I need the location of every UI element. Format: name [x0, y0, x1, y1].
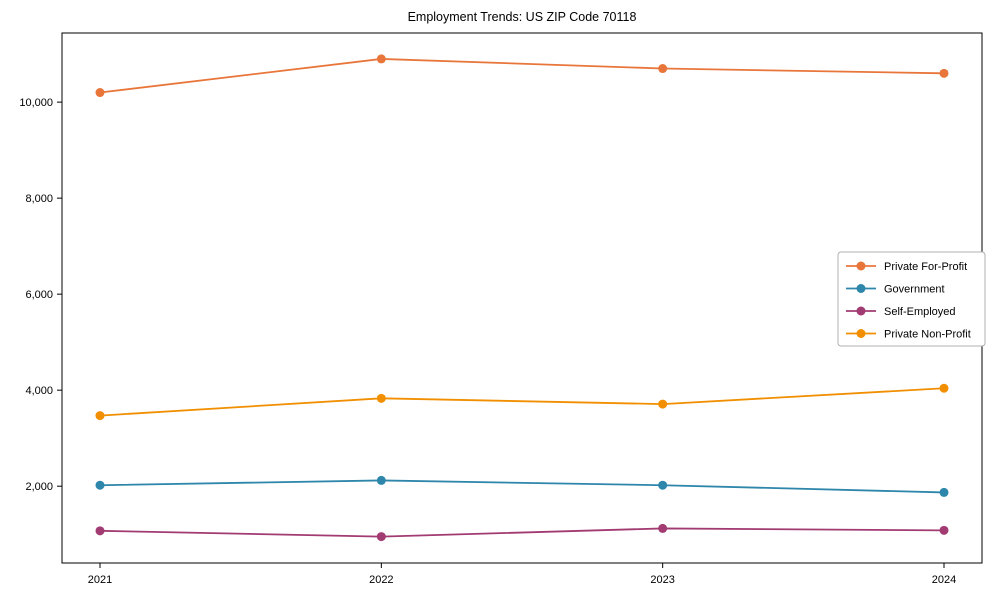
- series-marker-government: [376, 475, 386, 485]
- series-line-private-non-profit: [99, 387, 945, 417]
- series-marker-private-for-profit: [658, 64, 668, 74]
- series-marker-government: [939, 487, 949, 497]
- series-marker-private-for-profit: [376, 54, 386, 64]
- series-marker-private-non-profit: [939, 383, 949, 393]
- x-tick-label: 2023: [650, 574, 674, 586]
- series-marker-government: [95, 480, 105, 490]
- chart-title: Employment Trends: US ZIP Code 70118: [407, 10, 637, 24]
- y-tick-label: 10,000: [19, 97, 53, 109]
- legend-marker-self-employed: [856, 306, 866, 316]
- series-marker-private-for-profit: [939, 68, 949, 78]
- series-marker-self-employed: [95, 526, 105, 536]
- series-line-government: [99, 479, 945, 494]
- series-marker-self-employed: [658, 523, 668, 533]
- legend-marker-private-for-profit: [856, 261, 866, 271]
- y-tick-label: 8,000: [25, 193, 53, 205]
- series-line-private-for-profit: [99, 58, 945, 94]
- series-marker-private-non-profit: [376, 393, 386, 403]
- legend-label-government: Government: [884, 284, 945, 296]
- y-tick-label: 4,000: [25, 385, 53, 397]
- series-marker-private-for-profit: [95, 88, 105, 98]
- series-marker-self-employed: [939, 525, 949, 535]
- x-tick-label: 2022: [369, 574, 393, 586]
- series-line-self-employed: [99, 527, 945, 538]
- legend-label-private-non-profit: Private Non-Profit: [884, 329, 971, 341]
- y-tick-label: 6,000: [25, 289, 53, 301]
- series-marker-private-non-profit: [658, 399, 668, 409]
- legend-marker-private-non-profit: [856, 329, 866, 338]
- series-marker-private-non-profit: [95, 411, 105, 421]
- series-marker-government: [658, 480, 668, 490]
- legend-marker-government: [856, 284, 866, 293]
- x-tick-label: 2024: [932, 574, 956, 586]
- legend-label-private-for-profit: Private For-Profit: [884, 261, 967, 273]
- y-tick-label: 2,000: [25, 481, 53, 493]
- x-tick-label: 2021: [88, 574, 112, 586]
- legend-box: [837, 251, 986, 347]
- series-marker-self-employed: [376, 532, 386, 542]
- legend-label-self-employed: Self-Employed: [884, 306, 956, 318]
